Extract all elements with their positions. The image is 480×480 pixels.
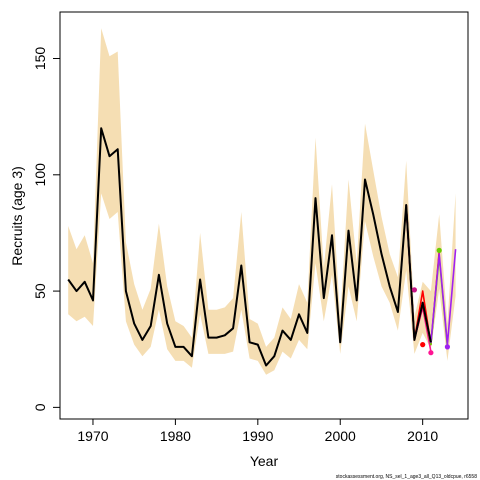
x-tick-label: 2010	[407, 428, 438, 444]
endpoint-marker-2	[411, 287, 417, 293]
y-axis-title: Recruits (age 3)	[9, 166, 25, 266]
axes-layer: 1970 1980 1990 2000 2010 0 50 100 150	[32, 47, 438, 444]
y-tick-label: 150	[32, 47, 48, 71]
x-tick-label: 1980	[160, 428, 191, 444]
x-axis-title: Year	[250, 453, 279, 469]
endpoint-marker-3	[420, 342, 426, 348]
y-tick-label: 50	[32, 283, 48, 299]
footer-note: stockassessment.org, NS_sel_1_age3_all_Q…	[336, 474, 477, 480]
x-tick-label: 2000	[325, 428, 356, 444]
plot-layer	[67, 28, 457, 375]
y-tick-label: 0	[32, 403, 48, 411]
confidence-band	[68, 28, 456, 375]
y-tick-label: 100	[32, 163, 48, 187]
x-tick-label: 1990	[242, 428, 273, 444]
series-line-main	[67, 127, 432, 367]
endpoint-marker-5	[444, 344, 450, 350]
endpoint-marker-4	[436, 247, 442, 253]
x-tick-label: 1970	[77, 428, 108, 444]
endpoint-marker-1	[428, 350, 434, 356]
